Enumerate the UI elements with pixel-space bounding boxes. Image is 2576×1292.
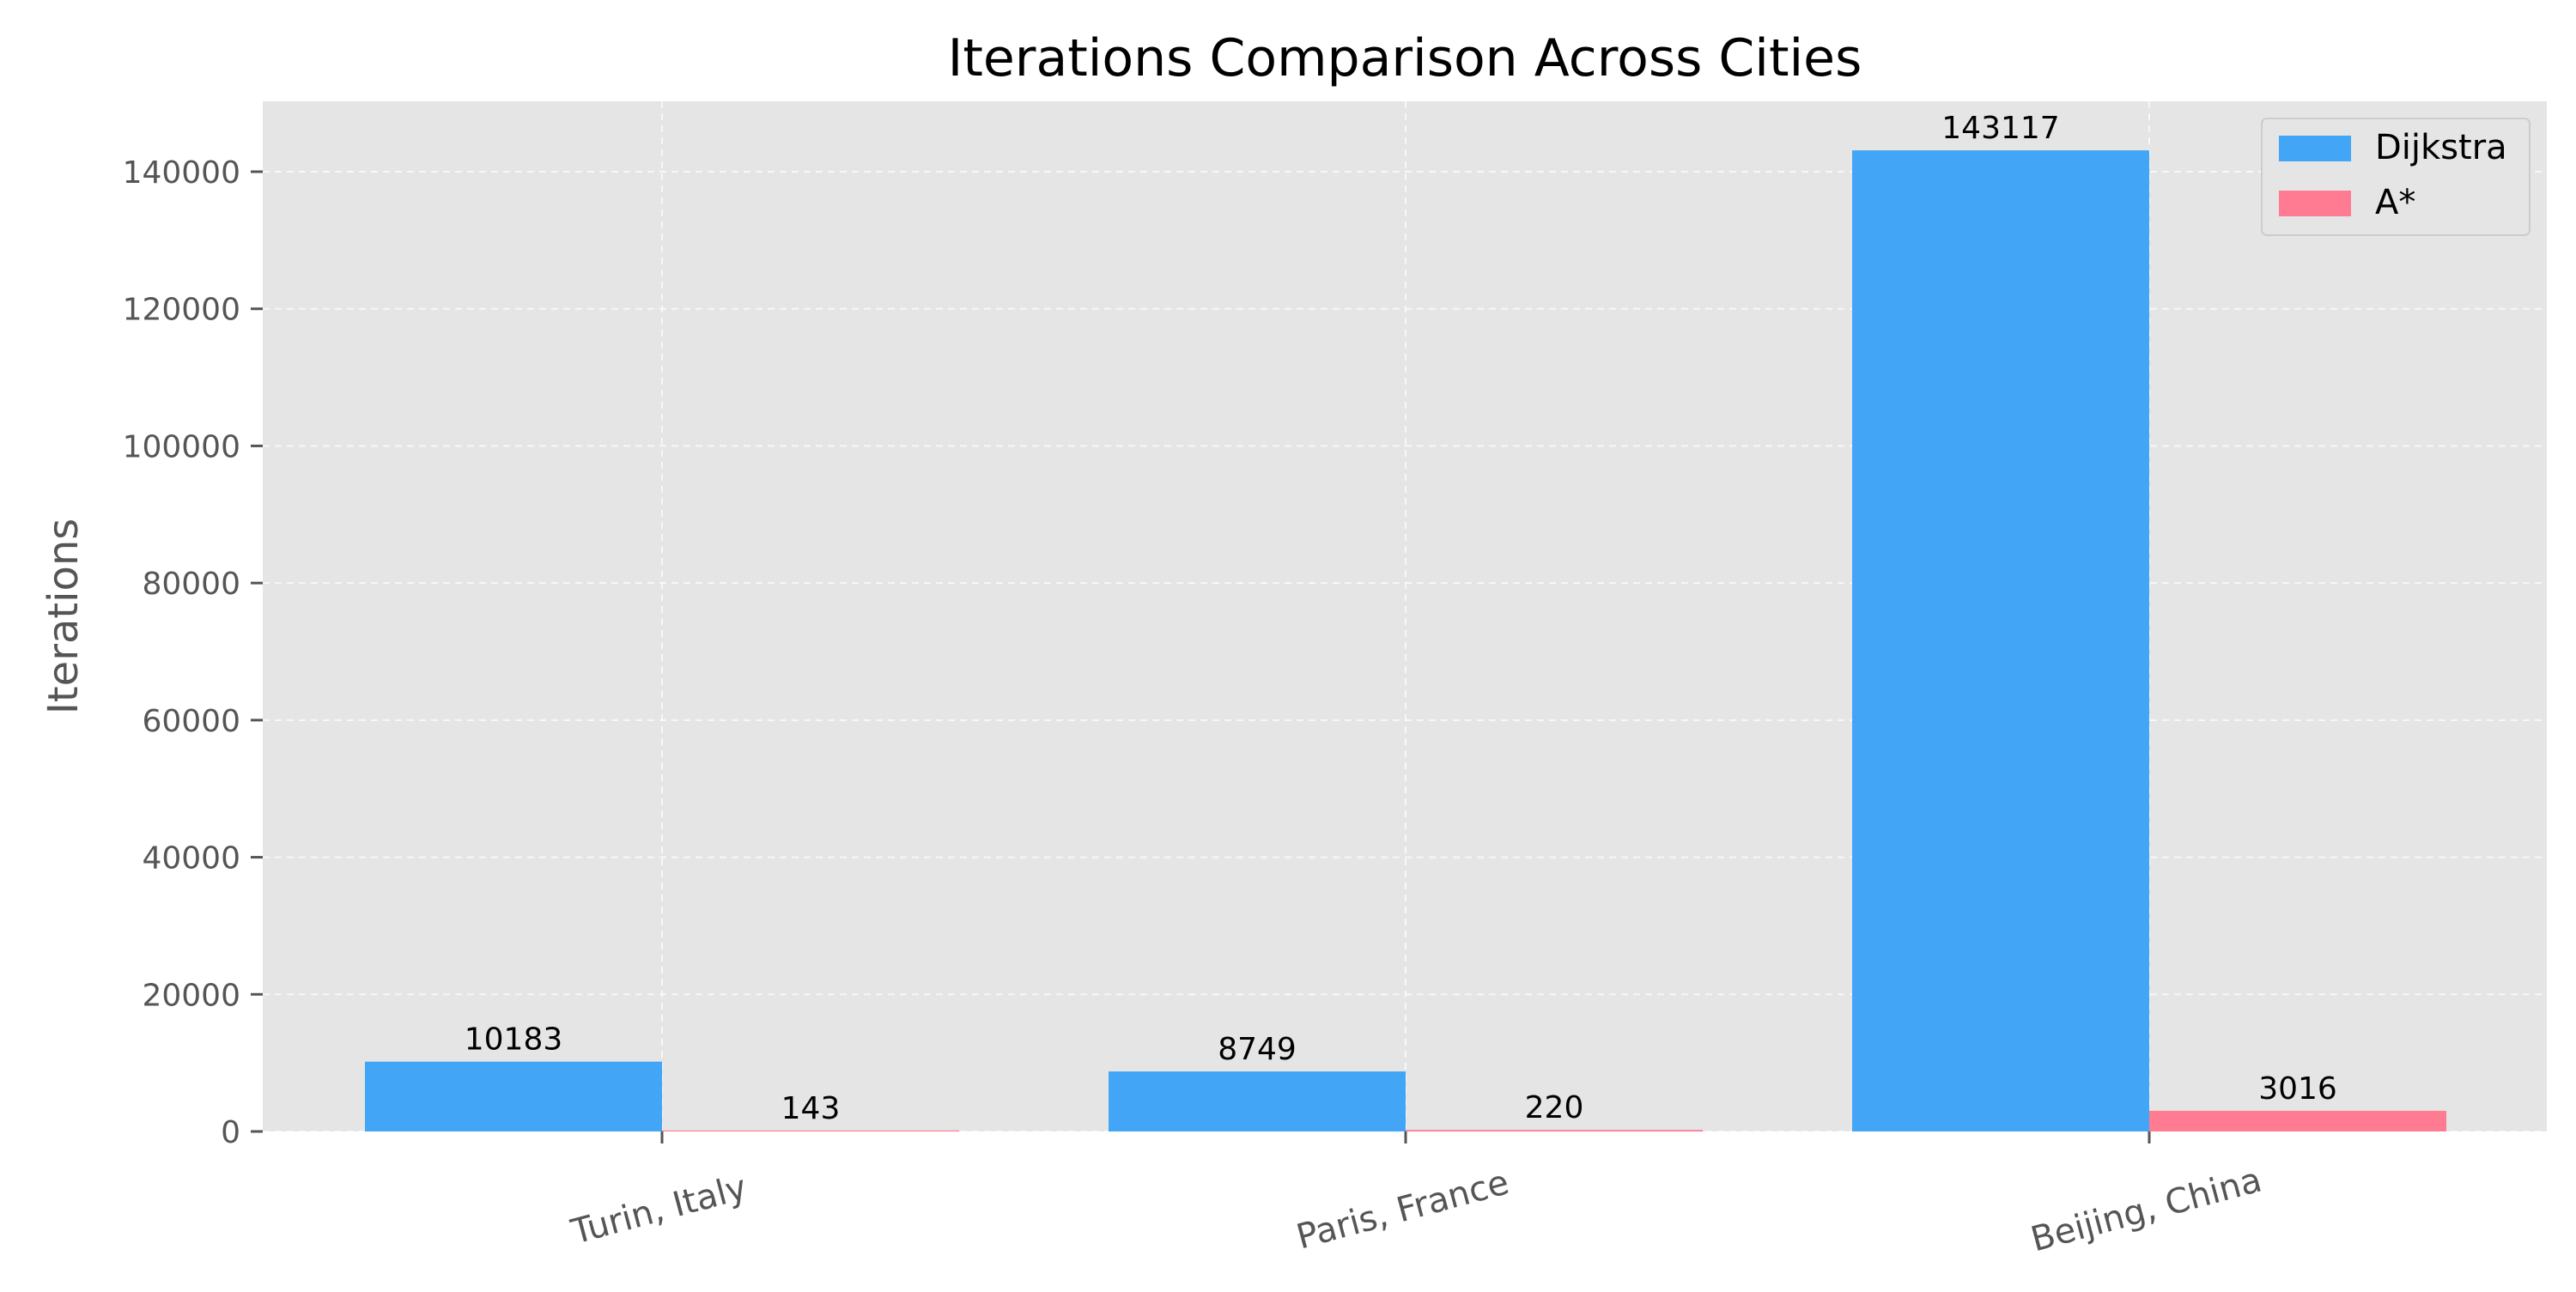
legend: Dijkstra A* <box>2261 118 2530 236</box>
bar-value-label: 220 <box>1525 1090 1584 1125</box>
legend-label: A* <box>2375 183 2415 222</box>
y-tick-label: 60000 <box>142 704 240 739</box>
legend-swatch <box>2279 191 2351 216</box>
bar-labels: 10183 8749 143117 143 220 3016 <box>465 111 2337 1126</box>
y-tick-label: 120000 <box>123 293 240 328</box>
bar-dijkstra-2 <box>1852 150 2149 1132</box>
chart-title: Iterations Comparison Across Cities <box>948 28 1862 88</box>
plot-area <box>263 101 2547 1131</box>
bar-dijkstra-0 <box>365 1061 662 1131</box>
y-tick-label: 0 <box>221 1115 240 1150</box>
y-tick-label: 40000 <box>142 841 240 876</box>
bar-a-1 <box>1406 1130 1703 1131</box>
bar-value-label: 10183 <box>465 1022 563 1058</box>
bar-value-label: 8749 <box>1218 1032 1297 1067</box>
legend-label: Dijkstra <box>2375 128 2507 167</box>
y-tick-label: 20000 <box>142 978 240 1013</box>
bar-a-2 <box>2149 1110 2446 1131</box>
bar-value-label: 3016 <box>2258 1071 2337 1107</box>
bar-value-label: 143 <box>781 1091 841 1126</box>
y-tick-label: 80000 <box>142 567 240 602</box>
bar-value-label: 143117 <box>1941 111 2059 146</box>
bar-dijkstra-1 <box>1109 1071 1406 1131</box>
y-tick-label: 100000 <box>123 429 240 464</box>
y-axis-label: Iterations <box>39 519 88 715</box>
y-tick-label: 140000 <box>123 155 240 191</box>
legend-swatch <box>2279 136 2351 161</box>
bars <box>365 150 2446 1132</box>
